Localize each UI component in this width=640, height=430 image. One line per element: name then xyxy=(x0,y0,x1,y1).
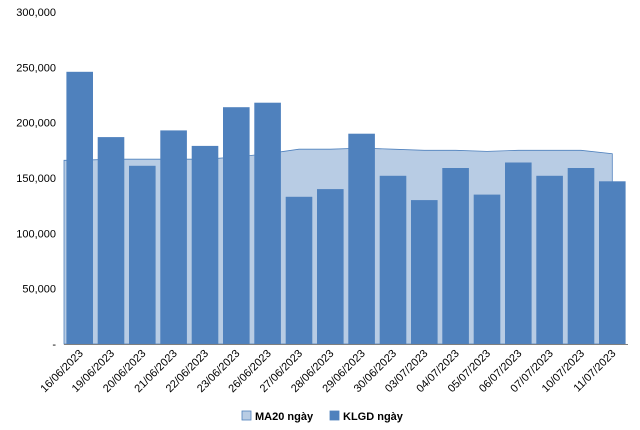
volume-bar xyxy=(285,196,313,344)
legend-label: KLGD ngày xyxy=(343,411,404,423)
volume-bar xyxy=(97,137,125,344)
volume-bar xyxy=(379,175,407,344)
y-tick-label: 300,000 xyxy=(16,7,56,19)
volume-bar xyxy=(66,71,93,345)
volume-bar xyxy=(191,145,219,344)
volume-bar xyxy=(317,189,344,344)
volume-bar xyxy=(223,107,250,344)
volume-bar xyxy=(129,165,156,344)
volume-bar xyxy=(505,162,532,344)
y-axis: - 50,000 100,000 150,000 200,000 250,000 300,0… xyxy=(16,7,56,351)
y-tick-label: 250,000 xyxy=(16,62,56,74)
volume-bar xyxy=(599,181,626,344)
volume-bar xyxy=(536,175,563,344)
volume-bar-layer xyxy=(66,71,626,345)
y-tick-label: 50,000 xyxy=(22,284,56,296)
y-tick-label: - xyxy=(52,339,56,351)
legend-swatch xyxy=(329,410,340,421)
legend-label: MA20 ngày xyxy=(255,411,314,423)
y-tick-label: 150,000 xyxy=(16,173,56,185)
volume-bar xyxy=(348,133,375,344)
legend: MA20 ngày KLGD ngày xyxy=(241,410,404,423)
y-tick-label: 100,000 xyxy=(16,228,56,240)
volume-bar xyxy=(567,168,595,344)
legend-swatch xyxy=(241,410,252,421)
volume-bar xyxy=(442,168,469,344)
volume-bar xyxy=(160,130,187,344)
volume-bar xyxy=(411,200,438,344)
x-axis: 16/06/202319/06/202320/06/202321/06/2023… xyxy=(38,344,628,395)
volume-bar xyxy=(473,194,501,344)
y-tick-label: 200,000 xyxy=(16,118,56,130)
volume-bar xyxy=(254,102,281,344)
